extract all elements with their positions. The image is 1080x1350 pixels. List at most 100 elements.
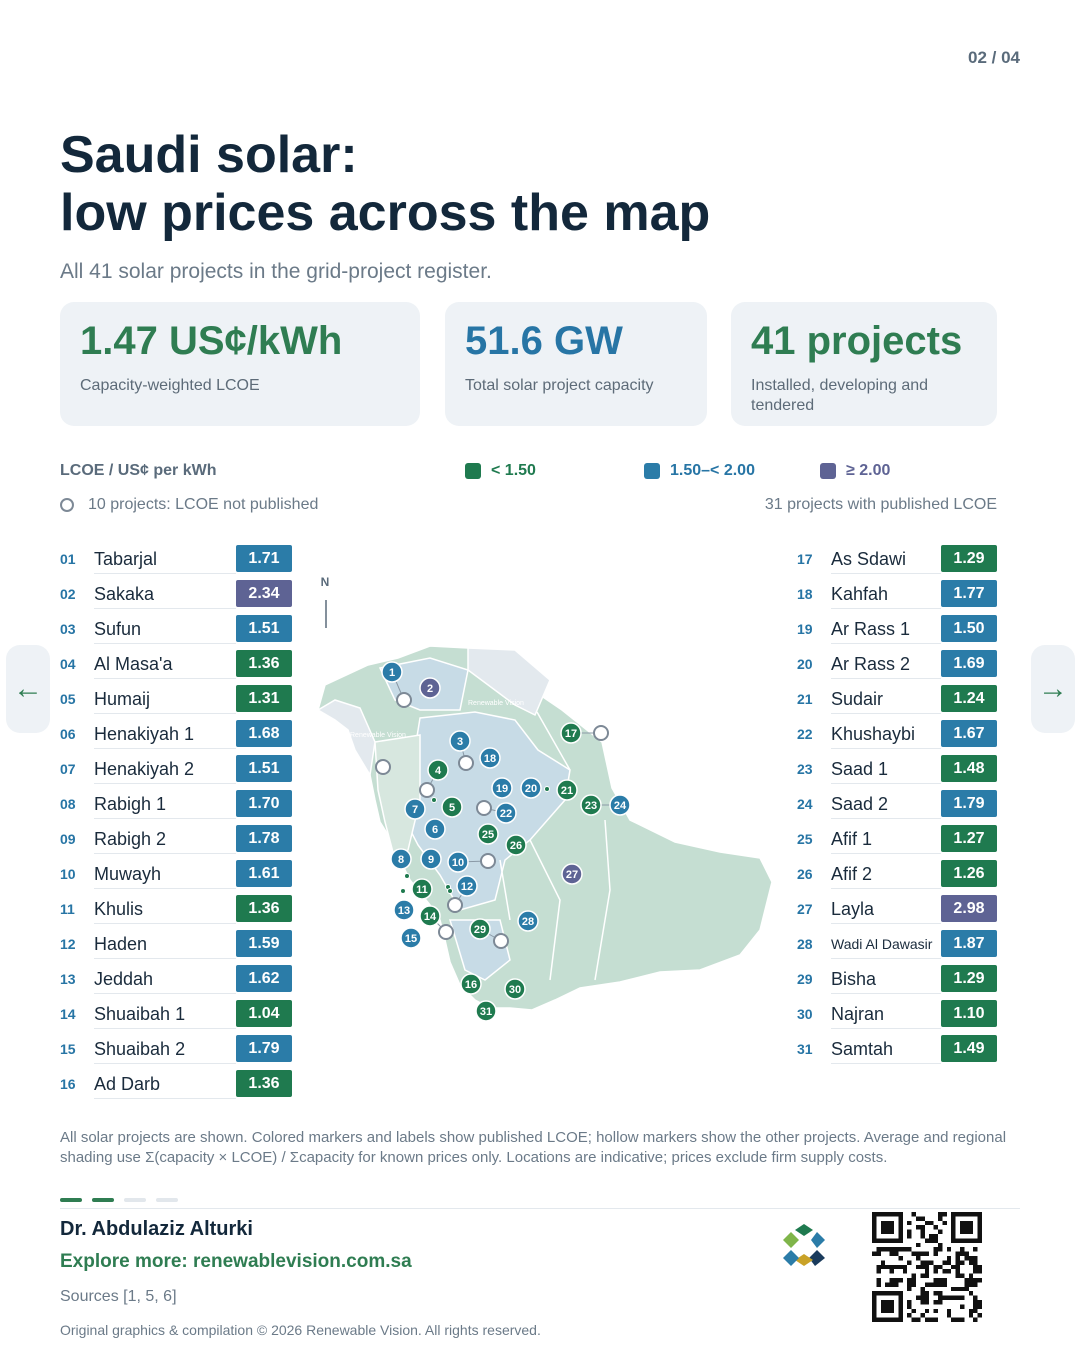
hollow-project-marker[interactable] (396, 692, 412, 708)
project-row: 22 Khushaybi 1.67 (797, 716, 997, 751)
published-note: 31 projects with published LCOE (764, 496, 997, 513)
project-marker[interactable]: 4 (427, 759, 449, 781)
project-marker-circle (424, 818, 446, 840)
project-lcoe-badge: 1.78 (236, 825, 292, 852)
project-marker[interactable]: 27 (561, 863, 583, 885)
project-marker[interactable]: 14 (419, 905, 441, 927)
project-marker[interactable]: 16 (460, 973, 482, 995)
project-marker[interactable]: 1 (381, 661, 403, 683)
progress-dot (60, 1198, 82, 1202)
project-marker[interactable]: 9 (420, 848, 442, 870)
project-marker[interactable]: 18 (479, 747, 501, 769)
project-marker[interactable]: 22 (495, 802, 517, 824)
project-number: 02 (60, 585, 76, 602)
legend-label: 1.50–< 2.00 (670, 462, 755, 479)
project-marker[interactable]: 3 (449, 730, 471, 752)
project-marker-label: 8 (398, 854, 404, 866)
project-marker[interactable]: 19 (491, 777, 513, 799)
project-name: Sufun (94, 614, 236, 644)
hollow-project-marker[interactable] (493, 933, 509, 949)
project-name: Shuaibah 1 (94, 999, 236, 1029)
hollow-project-marker[interactable] (593, 725, 609, 741)
small-site-dot (447, 888, 453, 894)
project-marker[interactable]: 17 (560, 722, 582, 744)
project-marker[interactable]: 26 (505, 834, 527, 856)
project-marker-label: 2 (427, 683, 433, 695)
explore-link[interactable]: Explore more: renewablevision.com.sa (60, 1251, 412, 1272)
project-marker-circle (561, 863, 583, 885)
project-row: 17 As Sdawi 1.29 (797, 541, 997, 576)
project-row: 20 Ar Rass 2 1.69 (797, 646, 997, 681)
project-marker[interactable]: 15 (400, 927, 422, 949)
project-marker-label: 24 (614, 800, 627, 812)
project-marker[interactable]: 10 (447, 851, 469, 873)
project-marker[interactable]: 23 (580, 794, 602, 816)
legend-title: LCOE / US¢ per kWh (60, 462, 217, 479)
project-marker[interactable]: 13 (393, 899, 415, 921)
hollow-project-marker[interactable] (375, 759, 391, 775)
project-row: 30 Najran 1.10 (797, 996, 997, 1031)
project-marker[interactable]: 11 (411, 878, 433, 900)
hollow-project-marker[interactable] (480, 853, 496, 869)
project-marker-circle (449, 730, 471, 752)
project-row: 07 Henakiyah 2 1.51 (60, 751, 292, 786)
kpi-card-capacity: 51.6 GW Total solar project capacity (445, 302, 707, 426)
project-marker-circle (456, 875, 478, 897)
qr-code-icon[interactable] (872, 1212, 982, 1322)
project-marker[interactable]: 6 (424, 818, 446, 840)
project-marker[interactable]: 2 (419, 677, 441, 699)
hollow-project-marker[interactable] (438, 924, 454, 940)
project-marker[interactable]: 20 (520, 777, 542, 799)
hollow-project-marker[interactable] (419, 782, 435, 798)
title-line-1: Saudi solar: (60, 126, 358, 184)
project-marker[interactable]: 30 (504, 978, 526, 1000)
author-name: Dr. Abdulaziz Alturki (60, 1218, 253, 1240)
project-marker-label: 14 (424, 911, 437, 923)
project-marker[interactable]: 12 (456, 875, 478, 897)
hollow-project-marker[interactable] (447, 897, 463, 913)
map-boundary-lines (499, 711, 611, 981)
small-site-dot (431, 797, 437, 803)
project-number: 11 (60, 900, 75, 917)
prev-slide-button[interactable]: ← (6, 645, 50, 733)
project-name: Saad 2 (831, 789, 941, 819)
project-marker-circle (441, 796, 463, 818)
project-lcoe-badge: 1.71 (236, 545, 292, 572)
next-slide-button[interactable]: → (1031, 645, 1075, 733)
project-marker[interactable]: 31 (475, 1000, 497, 1022)
project-number: 31 (797, 1040, 813, 1057)
project-row: 16 Ad Darb 1.36 (60, 1066, 292, 1101)
project-number: 17 (797, 550, 813, 567)
project-marker[interactable]: 7 (404, 798, 426, 820)
project-marker[interactable]: 5 (441, 796, 463, 818)
project-marker[interactable]: 21 (556, 779, 578, 801)
project-marker-circle (447, 851, 469, 873)
project-marker-label: 17 (565, 728, 577, 740)
project-marker[interactable]: 28 (517, 910, 539, 932)
map-region-south (448, 919, 511, 981)
hollow-project-marker[interactable] (476, 800, 492, 816)
project-row: 06 Henakiyah 1 1.68 (60, 716, 292, 751)
project-marker-circle (404, 798, 426, 820)
project-number: 14 (60, 1005, 76, 1022)
project-name: Bisha (831, 964, 941, 994)
legend-label: < 1.50 (491, 462, 536, 479)
project-lcoe-badge: 1.87 (941, 930, 997, 957)
project-marker[interactable]: 29 (469, 918, 491, 940)
hollow-project-marker[interactable] (458, 755, 474, 771)
project-number: 24 (797, 795, 813, 812)
kpi-card-projects: 41 projects Installed, developing and te… (731, 302, 997, 426)
project-marker[interactable]: 25 (477, 823, 499, 845)
project-number: 30 (797, 1005, 813, 1022)
sources-text: Sources [1, 5, 6] (60, 1288, 177, 1305)
project-name: Tabarjal (94, 544, 236, 574)
project-number: 26 (797, 865, 813, 882)
project-row: 02 Sakaka 2.34 (60, 576, 292, 611)
project-lcoe-badge: 1.36 (236, 895, 292, 922)
project-marker[interactable]: 24 (609, 794, 631, 816)
project-row: 28 Wadi Al Dawasir 1.87 (797, 926, 997, 961)
project-marker-label: 25 (482, 829, 494, 841)
small-site-dot (404, 873, 410, 879)
project-marker[interactable]: 8 (390, 848, 412, 870)
project-lcoe-badge: 1.48 (941, 755, 997, 782)
